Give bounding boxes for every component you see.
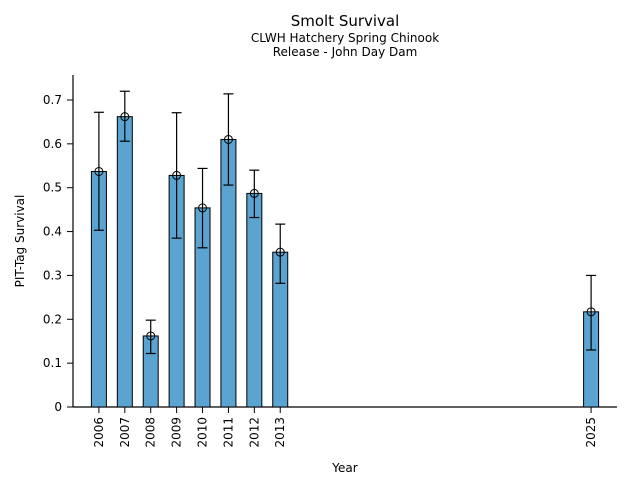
point-marker-2008	[146, 331, 156, 341]
y-tick-label-0.6: 0.6	[43, 137, 62, 151]
y-tick-label-0.3: 0.3	[43, 268, 62, 282]
x-tick-label-2025: 2025	[584, 417, 598, 448]
y-tick-label-0: 0	[54, 400, 62, 414]
point-marker-2013	[275, 247, 285, 257]
x-tick-label-2009: 2009	[170, 417, 184, 448]
point-marker-2025	[586, 307, 596, 317]
bar-2007	[116, 116, 133, 408]
x-tick-label-2011: 2011	[221, 417, 235, 448]
bar-2012	[246, 192, 263, 408]
y-tick-label-0.5: 0.5	[43, 181, 62, 195]
point-marker-2007	[120, 112, 130, 122]
point-marker-2011	[223, 134, 233, 144]
y-tick-label-0.4: 0.4	[43, 225, 62, 239]
x-tick-label-2012: 2012	[247, 417, 261, 448]
x-tick-label-2008: 2008	[144, 417, 158, 448]
chart-title: Smolt Survival	[290, 12, 400, 30]
x-tick-label-2013: 2013	[273, 417, 287, 448]
y-tick-label-0.7: 0.7	[43, 93, 62, 107]
x-axis-label: Year	[332, 461, 358, 475]
x-tick-label-2007: 2007	[118, 417, 132, 448]
x-tick-label-2006: 2006	[92, 417, 106, 448]
y-tick-label-0.2: 0.2	[43, 312, 62, 326]
y-tick-label-0.1: 0.1	[43, 356, 62, 370]
point-marker-2010	[198, 203, 208, 213]
point-marker-2012	[249, 188, 259, 198]
point-marker-2006	[94, 166, 104, 176]
chart-subtitle-release: Release - John Day Dam	[272, 45, 418, 59]
point-marker-2009	[172, 170, 182, 180]
x-tick-label-2010: 2010	[196, 417, 210, 448]
chart-subtitle-hatchery: CLWH Hatchery Spring Chinook	[250, 31, 440, 45]
